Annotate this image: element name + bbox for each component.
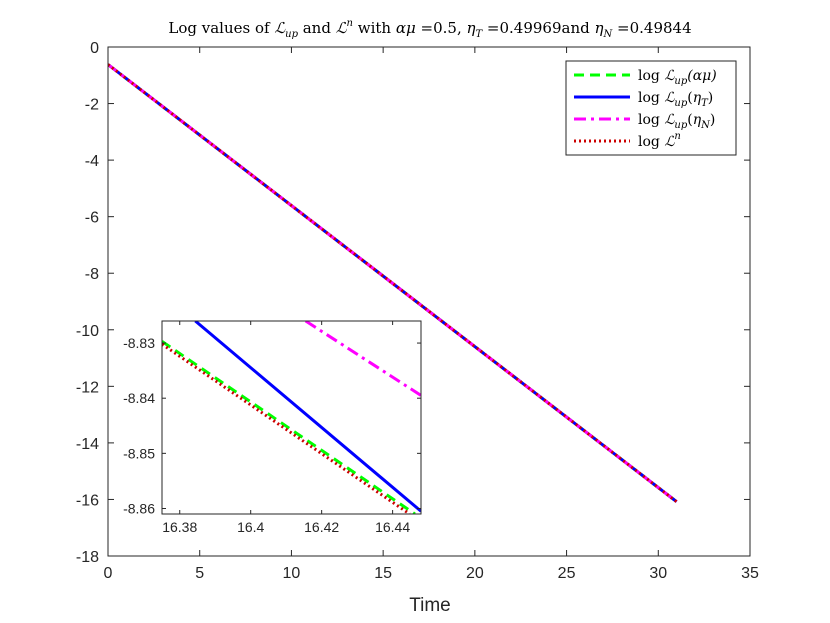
legend-label-0-part-2: up	[674, 76, 687, 87]
title-seg-4: =0.5,	[416, 19, 467, 37]
title-eta-t: η	[466, 19, 475, 37]
inset-xtick-label-1: 16.4	[237, 519, 264, 535]
inset-ytick-label-2: -8.85	[123, 445, 155, 461]
legend-label-1-part-1: ℒ	[664, 90, 675, 106]
legend-label-3-part-1: ℒ	[664, 134, 675, 150]
main-xtick-label-1: 5	[195, 565, 204, 582]
main-ytick-label-3: -6	[85, 210, 99, 227]
legend-label-2-part-5: N	[700, 120, 711, 131]
main-xtick-label-5: 25	[558, 565, 576, 582]
legend-label-0: log ℒ_up(αμ)log ℒup(αμ)	[638, 68, 717, 87]
x-axis-label: Time	[409, 595, 451, 616]
main-ytick-label-8: -16	[76, 492, 99, 509]
title-seg-3: with	[353, 19, 396, 37]
inset-xtick-label-0: 16.38	[162, 519, 197, 535]
legend-label-3-part-2: n	[674, 131, 680, 142]
legend-label-0-part-3: (αμ)	[687, 68, 716, 84]
legend-label-3-part-0: log	[638, 134, 664, 150]
legend-label-1-part-0: log	[638, 90, 664, 106]
main-ytick-label-2: -4	[85, 153, 99, 170]
legend-label-2-part-3: (	[687, 112, 692, 128]
main-ytick-label-7: -14	[76, 436, 99, 453]
main-xtick-label-2: 10	[283, 565, 301, 582]
inset-xtick-label-3: 16.44	[375, 519, 410, 535]
main-ytick-label-1: -2	[85, 97, 99, 114]
title-seg-2: and	[298, 19, 336, 37]
legend-label-0-part-1: ℒ	[664, 68, 675, 84]
main-ytick-label-0: 0	[90, 40, 99, 57]
legend-label-1-part-2: up	[674, 98, 687, 109]
legend: log ℒ_up(αμ)log ℒup(αμ)log ℒ_up(η_T)log …	[565, 60, 737, 156]
main-xtick-label-0: 0	[104, 565, 113, 582]
legend-label-3: log ℒ^nlog ℒn	[638, 131, 681, 150]
inset-series-line-0	[162, 340, 416, 514]
title-seg-6: =0.49844	[612, 19, 691, 37]
main-series-line-2	[108, 63, 678, 503]
legend-label-2-part-6: )	[710, 112, 715, 128]
legend-label-2-part-0: log	[638, 112, 664, 128]
main-xtick-label-3: 15	[374, 565, 392, 582]
inset-plot-series	[162, 321, 421, 514]
inset-ytick-label-1: -8.84	[123, 390, 155, 406]
title-seg-1: Log values of	[168, 19, 274, 37]
title-sub-t: T	[475, 29, 483, 40]
legend-label-1-part-5: T	[701, 98, 709, 109]
legend-label-1-part-3: (	[687, 90, 692, 106]
legend-label-2-part-4: η	[693, 112, 702, 128]
inset-ytick-label-3: -8.86	[123, 500, 155, 516]
inset-xtick-label-2: 16.42	[304, 519, 339, 535]
legend-label-1-part-6: )	[708, 90, 713, 106]
title-eta-n: η	[595, 19, 604, 37]
main-xtick-label-6: 30	[649, 565, 667, 582]
inset-series-line-1	[194, 321, 421, 513]
chart-title: Log values of ℒup and ℒn with αμ =0.5, η…	[168, 18, 691, 40]
main-axes-box	[107, 46, 751, 557]
main-ytick-label-4: -8	[85, 266, 99, 283]
inset-zoom-plot: 16.38 16.4 16.42 16.44 -8.83 -8.84 -8.85 -8.86	[123, 320, 422, 535]
title-sup-n: n	[347, 18, 353, 29]
main-ytick-label-6: -12	[76, 379, 99, 396]
inset-axes-box	[161, 320, 422, 515]
legend-label-1-part-4: η	[693, 90, 702, 106]
title-L1: ℒ	[274, 19, 286, 37]
legend-label-2: log ℒ_up(η_N)log ℒup(ηN)	[638, 112, 715, 131]
inset-background	[162, 321, 421, 514]
main-xtick-label-4: 20	[466, 565, 484, 582]
inset-series-line-3	[162, 342, 411, 514]
main-ytick-label-9: -18	[76, 549, 99, 566]
inset-series-line-2	[304, 321, 421, 397]
inset-axis-ticks: 16.38 16.4 16.42 16.44 -8.83 -8.84 -8.85 -8.86	[123, 321, 421, 535]
title-sub-up: up	[285, 29, 298, 40]
title-seg-5: =0.49969and	[482, 19, 594, 37]
main-axis-ticks: 0 5 10 15 20 25 30 35 0 -2 -4 -6 -8 -10 -12 -14 -16 -18	[76, 40, 759, 582]
title-L2: ℒ	[336, 19, 348, 37]
legend-label-2-part-1: ℒ	[664, 112, 675, 128]
legend-box	[565, 60, 737, 156]
title-sub-n: N	[603, 29, 614, 40]
main-xtick-label-7: 35	[741, 565, 759, 582]
legend-label-1: log ℒ_up(η_T)log ℒup(ηT)	[638, 90, 713, 109]
main-plot-series	[108, 63, 678, 503]
legend-label-2-part-2: up	[674, 120, 687, 131]
inset-ytick-label-0: -8.83	[123, 335, 155, 351]
legend-label-0-part-0: log	[638, 68, 664, 84]
main-ytick-label-5: -10	[76, 323, 99, 340]
title-alphamu: αμ	[396, 19, 416, 37]
